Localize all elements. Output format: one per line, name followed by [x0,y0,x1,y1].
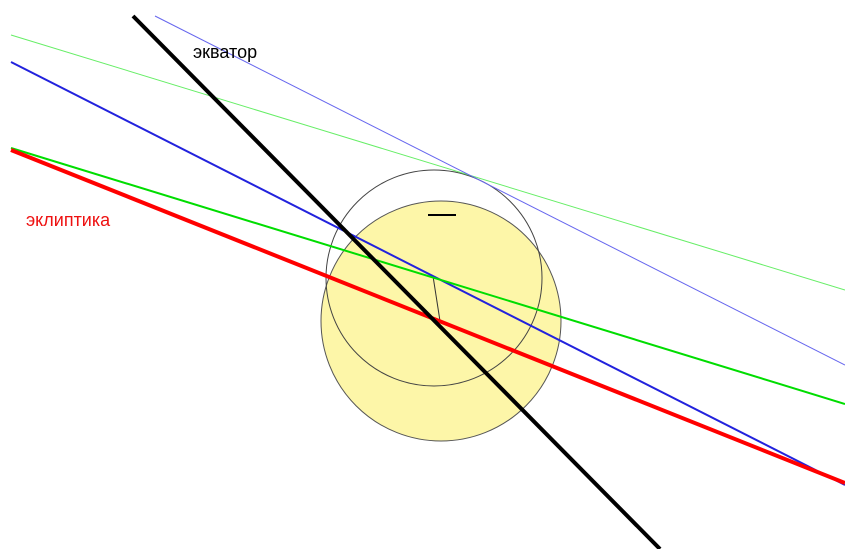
blue-line [10,61,845,486]
equator-label: экватор [193,42,257,62]
green-line [10,147,845,405]
radius-segment [432,275,441,322]
outline-circle [325,169,543,387]
green-line-light [10,34,845,291]
equator-line [131,14,662,549]
ecliptic-label: эклиптика [26,210,111,230]
blue-line-light [154,15,845,366]
